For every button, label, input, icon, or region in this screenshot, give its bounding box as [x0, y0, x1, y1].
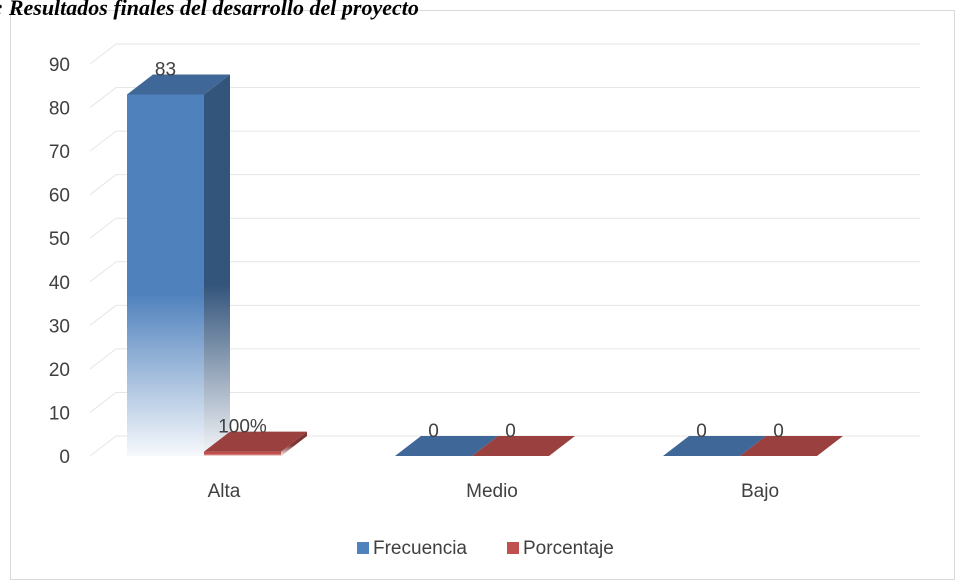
grid-side	[89, 261, 117, 283]
data-label: 0	[696, 421, 707, 442]
bar	[204, 431, 307, 456]
legend-label: Frecuencia	[373, 538, 467, 559]
grid-side	[89, 43, 117, 65]
grid-side	[89, 217, 117, 239]
y-tick-label: 80	[49, 99, 70, 120]
x-tick-label: Medio	[466, 481, 518, 502]
bar-top	[204, 431, 307, 452]
data-label: 0	[773, 421, 784, 442]
data-label: 0	[505, 421, 516, 442]
bar-top	[663, 436, 766, 456]
y-tick-label: 20	[49, 360, 70, 381]
y-tick-label: 50	[49, 229, 70, 250]
grid-side	[89, 87, 117, 108]
bar-top	[740, 436, 843, 456]
legend-label: Porcentaje	[523, 538, 614, 559]
bar	[127, 74, 230, 456]
y-tick-label: 40	[49, 273, 70, 294]
x-tick-label: Alta	[208, 481, 241, 502]
chart-title: : Resultados finales del desarrollo del …	[0, 0, 419, 20]
x-tick-label: Bajo	[741, 481, 779, 502]
bar	[472, 436, 575, 456]
grid-side	[89, 392, 117, 413]
bar-side-fade	[204, 74, 230, 456]
bar	[395, 436, 498, 456]
y-tick-label: 60	[49, 186, 70, 207]
bar	[740, 436, 843, 456]
grid-side	[89, 174, 117, 196]
data-label: 0	[428, 421, 439, 442]
data-label: 100%	[218, 417, 267, 438]
bar-fade	[127, 94, 204, 456]
y-tick-label: 70	[49, 142, 70, 163]
bar	[663, 436, 766, 456]
grid-side	[89, 435, 117, 457]
bar-top	[472, 436, 575, 456]
y-tick-label: 0	[59, 447, 70, 468]
data-label: 83	[155, 60, 176, 81]
grid-side	[89, 130, 117, 152]
legend-swatch	[357, 542, 369, 554]
bar-top	[395, 436, 498, 456]
bar-top	[127, 74, 230, 95]
y-tick-label: 90	[49, 55, 70, 76]
bar-fade	[204, 451, 281, 456]
bar-side-fade	[281, 431, 307, 456]
y-tick-label: 30	[49, 316, 70, 337]
grid-side	[89, 304, 117, 326]
grid-side	[89, 348, 117, 370]
legend-swatch	[507, 542, 519, 554]
y-tick-label: 10	[49, 403, 70, 424]
